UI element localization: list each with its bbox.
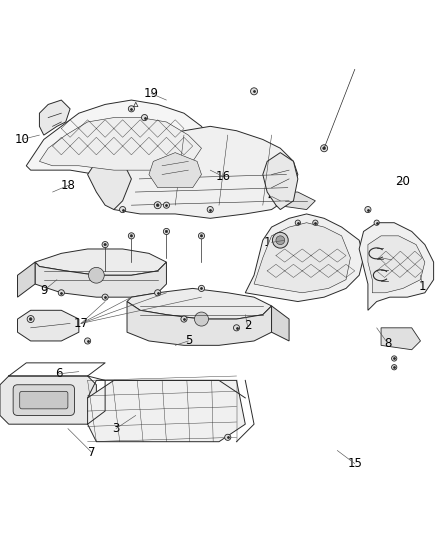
Circle shape <box>233 325 240 331</box>
Circle shape <box>29 318 32 320</box>
Text: 6: 6 <box>55 367 63 381</box>
Circle shape <box>374 220 379 225</box>
Circle shape <box>104 244 106 246</box>
Text: 16: 16 <box>216 170 231 183</box>
Polygon shape <box>35 249 166 275</box>
Circle shape <box>225 434 231 440</box>
Polygon shape <box>263 152 298 209</box>
Polygon shape <box>149 152 201 188</box>
Circle shape <box>198 233 205 239</box>
Polygon shape <box>88 381 245 442</box>
Text: 17: 17 <box>74 317 88 330</box>
Circle shape <box>194 312 208 326</box>
Circle shape <box>200 235 203 237</box>
Circle shape <box>120 206 126 213</box>
Polygon shape <box>254 223 350 293</box>
Text: 3: 3 <box>113 422 120 435</box>
Polygon shape <box>39 118 201 170</box>
Text: 9: 9 <box>40 284 48 297</box>
Text: 5: 5 <box>185 335 192 348</box>
Text: 20: 20 <box>396 175 410 188</box>
Text: 2: 2 <box>244 319 251 332</box>
FancyBboxPatch shape <box>20 391 68 409</box>
Circle shape <box>128 233 134 239</box>
Text: 19: 19 <box>144 87 159 100</box>
Polygon shape <box>39 100 70 135</box>
Text: 15: 15 <box>347 457 362 470</box>
Polygon shape <box>368 236 425 293</box>
Circle shape <box>392 356 397 361</box>
Circle shape <box>251 88 258 95</box>
Polygon shape <box>0 376 96 424</box>
Circle shape <box>128 106 134 112</box>
Polygon shape <box>18 310 79 341</box>
Circle shape <box>207 206 213 213</box>
Text: 11: 11 <box>264 236 279 249</box>
Circle shape <box>85 338 91 344</box>
Text: 7: 7 <box>88 446 96 459</box>
Circle shape <box>155 290 161 296</box>
Polygon shape <box>35 262 166 297</box>
Circle shape <box>392 365 397 370</box>
Circle shape <box>181 316 187 322</box>
Polygon shape <box>359 223 434 310</box>
Polygon shape <box>18 262 35 297</box>
Circle shape <box>156 204 159 207</box>
Circle shape <box>102 294 108 300</box>
FancyBboxPatch shape <box>13 385 74 415</box>
Circle shape <box>130 235 133 237</box>
Circle shape <box>141 115 148 120</box>
Text: 12: 12 <box>385 253 399 266</box>
Polygon shape <box>127 288 272 319</box>
Circle shape <box>102 241 108 248</box>
Polygon shape <box>245 214 364 302</box>
Circle shape <box>27 316 34 322</box>
Text: 8: 8 <box>384 337 391 350</box>
Polygon shape <box>381 328 420 350</box>
Polygon shape <box>26 100 210 179</box>
Circle shape <box>154 201 161 209</box>
Circle shape <box>313 220 318 225</box>
Circle shape <box>58 290 64 296</box>
Circle shape <box>323 147 325 150</box>
Circle shape <box>321 145 328 152</box>
Circle shape <box>165 230 168 233</box>
Circle shape <box>163 229 170 235</box>
Circle shape <box>163 202 170 208</box>
Circle shape <box>276 236 285 245</box>
Text: 4: 4 <box>268 190 276 203</box>
Polygon shape <box>114 126 298 219</box>
Circle shape <box>295 220 300 225</box>
Circle shape <box>198 285 205 292</box>
Text: 10: 10 <box>14 133 29 146</box>
Polygon shape <box>127 302 272 345</box>
Circle shape <box>272 232 288 248</box>
Polygon shape <box>276 192 315 209</box>
Polygon shape <box>88 157 131 209</box>
Polygon shape <box>272 306 289 341</box>
Circle shape <box>365 206 371 213</box>
Text: 18: 18 <box>60 179 75 192</box>
Circle shape <box>88 268 104 283</box>
Text: 1: 1 <box>419 280 427 293</box>
